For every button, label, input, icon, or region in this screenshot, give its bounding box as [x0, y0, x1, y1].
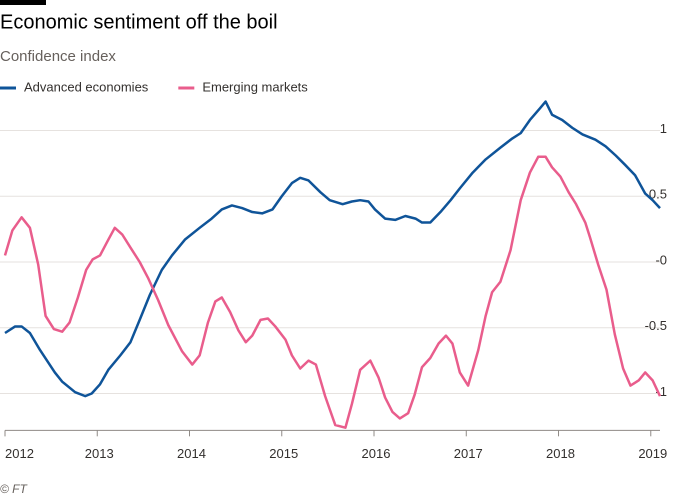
legend-label: Emerging markets: [202, 79, 308, 94]
y-tick-label: 1: [660, 121, 667, 136]
line-series: [4, 100, 661, 398]
y-tick-label: -0: [655, 252, 667, 267]
x-tick-label: 2018: [546, 446, 575, 461]
line-series: [3, 155, 662, 429]
source: © FT: [0, 482, 29, 496]
x-tick-label: 2015: [269, 446, 298, 461]
x-tick-label: 2019: [638, 446, 667, 461]
chart-title: Economic sentiment off the boil: [0, 11, 278, 33]
x-tick-label: 2013: [85, 446, 114, 461]
y-tick-label: -0.5: [645, 318, 667, 333]
chart-subtitle: Confidence index: [0, 48, 116, 65]
x-tick-label: 2017: [454, 446, 483, 461]
x-tick-label: 2016: [362, 446, 391, 461]
brand-bar: [0, 0, 46, 5]
y-tick-label: 0.5: [649, 187, 667, 202]
legend-label: Advanced economies: [24, 79, 149, 94]
x-tick-label: 2014: [177, 446, 206, 461]
y-tick-label: -1: [655, 384, 667, 399]
x-tick-label: 2012: [5, 446, 34, 461]
